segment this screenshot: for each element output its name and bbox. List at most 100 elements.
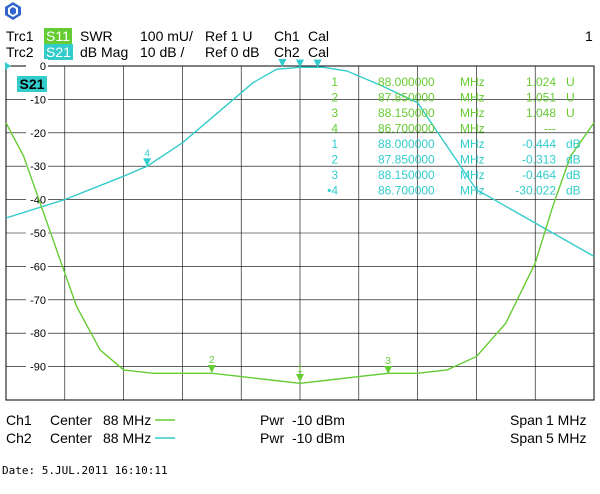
trc2-scale[interactable]: 10 dB / (140, 44, 185, 60)
s21-trace-line (5, 66, 595, 258)
marker-table-frequency-unit: MHz (460, 137, 485, 151)
trace-diagram[interactable]: 0-10-20-30-40-50-60-70-80-90 1231234 S21… (0, 58, 600, 408)
y-tick-label: -70 (30, 295, 46, 307)
trc2-name[interactable]: Trc2 (6, 44, 34, 60)
marker-triangle-icon[interactable] (296, 59, 304, 68)
trc2-format[interactable]: dB Mag (80, 44, 129, 60)
marker-table-value-unit: U (566, 91, 575, 105)
ch1-center-label[interactable]: Center (50, 412, 93, 428)
ch1-label[interactable]: Ch1 (6, 412, 32, 428)
ch2-power-value[interactable]: -10 dBm (292, 430, 345, 446)
marker-table-number: 1 (331, 137, 338, 151)
marker-table-number: 4 (331, 122, 338, 136)
marker-table-frequency: 88.150000 (378, 106, 435, 120)
trc1-ref[interactable]: Ref 1 U (205, 28, 253, 44)
marker-table-frequency: 88.000000 (378, 137, 435, 151)
marker-table-number: 3 (331, 168, 338, 182)
y-tick-label: -40 (30, 195, 46, 207)
marker-triangle-icon[interactable] (296, 373, 304, 382)
marker-number: 4 (144, 148, 150, 159)
marker-table-frequency: 88.150000 (378, 168, 435, 182)
date-stamp: Date: 5.JUL.2011 16:10:11 (2, 464, 168, 477)
ch1-span-value[interactable]: 1 MHz (546, 412, 587, 428)
marker-table-value-unit: dB (566, 184, 581, 198)
marker-triangle-icon[interactable] (143, 158, 152, 167)
ch1-power-value[interactable]: -10 dBm (292, 412, 345, 428)
ch1-power-label[interactable]: Pwr (260, 412, 285, 428)
window-number: 1 (585, 28, 593, 44)
marker-number: 1 (297, 58, 303, 60)
marker-table-value: 1.048 (526, 106, 556, 120)
reference-level-arrow-icon[interactable] (5, 62, 11, 70)
ch2-span-value[interactable]: 5 MHz (546, 430, 587, 446)
marker-table-frequency: 87.850000 (378, 153, 435, 167)
marker-table-frequency: 88.000000 (378, 75, 435, 89)
marker-table-frequency: 86.700000 (378, 184, 435, 198)
trc2-cal[interactable]: Cal (308, 44, 330, 60)
marker-table-value-unit: dB (566, 153, 581, 167)
y-tick-label: -10 (30, 94, 46, 106)
marker-table-value: --- (544, 122, 556, 136)
y-tick-label: -60 (30, 261, 46, 273)
active-trace-label: S21 (20, 76, 45, 92)
marker-table-frequency-unit: MHz (460, 153, 485, 167)
y-tick-label: -50 (30, 228, 46, 240)
marker-number: 1 (297, 364, 303, 375)
marker-table-value-unit: U (566, 106, 575, 120)
y-tick-label: -20 (30, 128, 46, 140)
marker-table-value: 1.024 (526, 75, 556, 89)
trc1-cal[interactable]: Cal (308, 28, 330, 44)
marker-table-number: •4 (327, 184, 338, 198)
marker-table-value: -0.464 (522, 168, 556, 182)
marker-triangle-icon[interactable] (313, 59, 322, 68)
marker-table-value: 1.051 (526, 91, 556, 105)
trc1-name[interactable]: Trc1 (6, 28, 34, 44)
trc1-format[interactable]: SWR (80, 28, 113, 44)
trc1-measurement-badge[interactable]: S11 (44, 28, 72, 44)
ch1-center-value[interactable]: 88 MHz (103, 412, 152, 428)
ch2-label[interactable]: Ch2 (6, 430, 32, 446)
marker-table-frequency: 86.700000 (378, 122, 435, 136)
marker-table-number: 3 (331, 106, 338, 120)
trc1-scale[interactable]: 100 mU/ (140, 28, 193, 44)
ch2-power-label[interactable]: Pwr (260, 430, 285, 446)
marker-table-value-unit: dB (566, 137, 581, 151)
marker-table-frequency: 87.850000 (378, 91, 435, 105)
marker-table-frequency-unit: MHz (460, 91, 485, 105)
marker-table-value: -30.022 (515, 184, 556, 198)
logo-icon (5, 2, 21, 20)
marker-number: 2 (209, 355, 215, 366)
trc2-channel[interactable]: Ch2 (274, 44, 300, 60)
y-tick-label: 0 (40, 61, 46, 73)
marker-triangle-icon[interactable] (207, 364, 216, 373)
ch2-trace-swatch (155, 437, 175, 439)
marker-table-value-unit: U (566, 75, 575, 89)
marker-table-frequency-unit: MHz (460, 106, 485, 120)
marker-triangle-icon[interactable] (278, 59, 287, 68)
ch2-center-value[interactable]: 88 MHz (103, 430, 152, 446)
marker-number: 3 (315, 58, 321, 61)
ch1-span-label[interactable]: Span (510, 412, 543, 428)
ch2-span-label[interactable]: Span (510, 430, 543, 446)
y-tick-label: -80 (30, 328, 46, 340)
marker-table-frequency-unit: MHz (460, 75, 485, 89)
trc2-ref[interactable]: Ref 0 dB (205, 44, 260, 60)
marker-table-value-unit: dB (566, 168, 581, 182)
marker-table-frequency-unit: MHz (460, 184, 485, 198)
marker-triangle-icon[interactable] (384, 365, 393, 374)
ch2-center-label[interactable]: Center (50, 430, 93, 446)
y-tick-label: -30 (30, 161, 46, 173)
marker-number: 2 (280, 58, 286, 60)
marker-table-number: 1 (331, 75, 338, 89)
marker-table-frequency-unit: MHz (460, 168, 485, 182)
marker-table-frequency-unit: MHz (460, 122, 485, 136)
trc2-measurement-badge[interactable]: S21 (44, 44, 73, 60)
marker-table-value: -0.313 (522, 153, 556, 167)
marker-table-number: 2 (331, 153, 338, 167)
marker-number: 3 (385, 356, 391, 367)
marker-table-number: 2 (331, 91, 338, 105)
trc1-channel[interactable]: Ch1 (274, 28, 300, 44)
marker-table-value: -0.444 (522, 137, 556, 151)
y-tick-label: -90 (30, 362, 46, 374)
ch1-trace-swatch (155, 419, 175, 421)
